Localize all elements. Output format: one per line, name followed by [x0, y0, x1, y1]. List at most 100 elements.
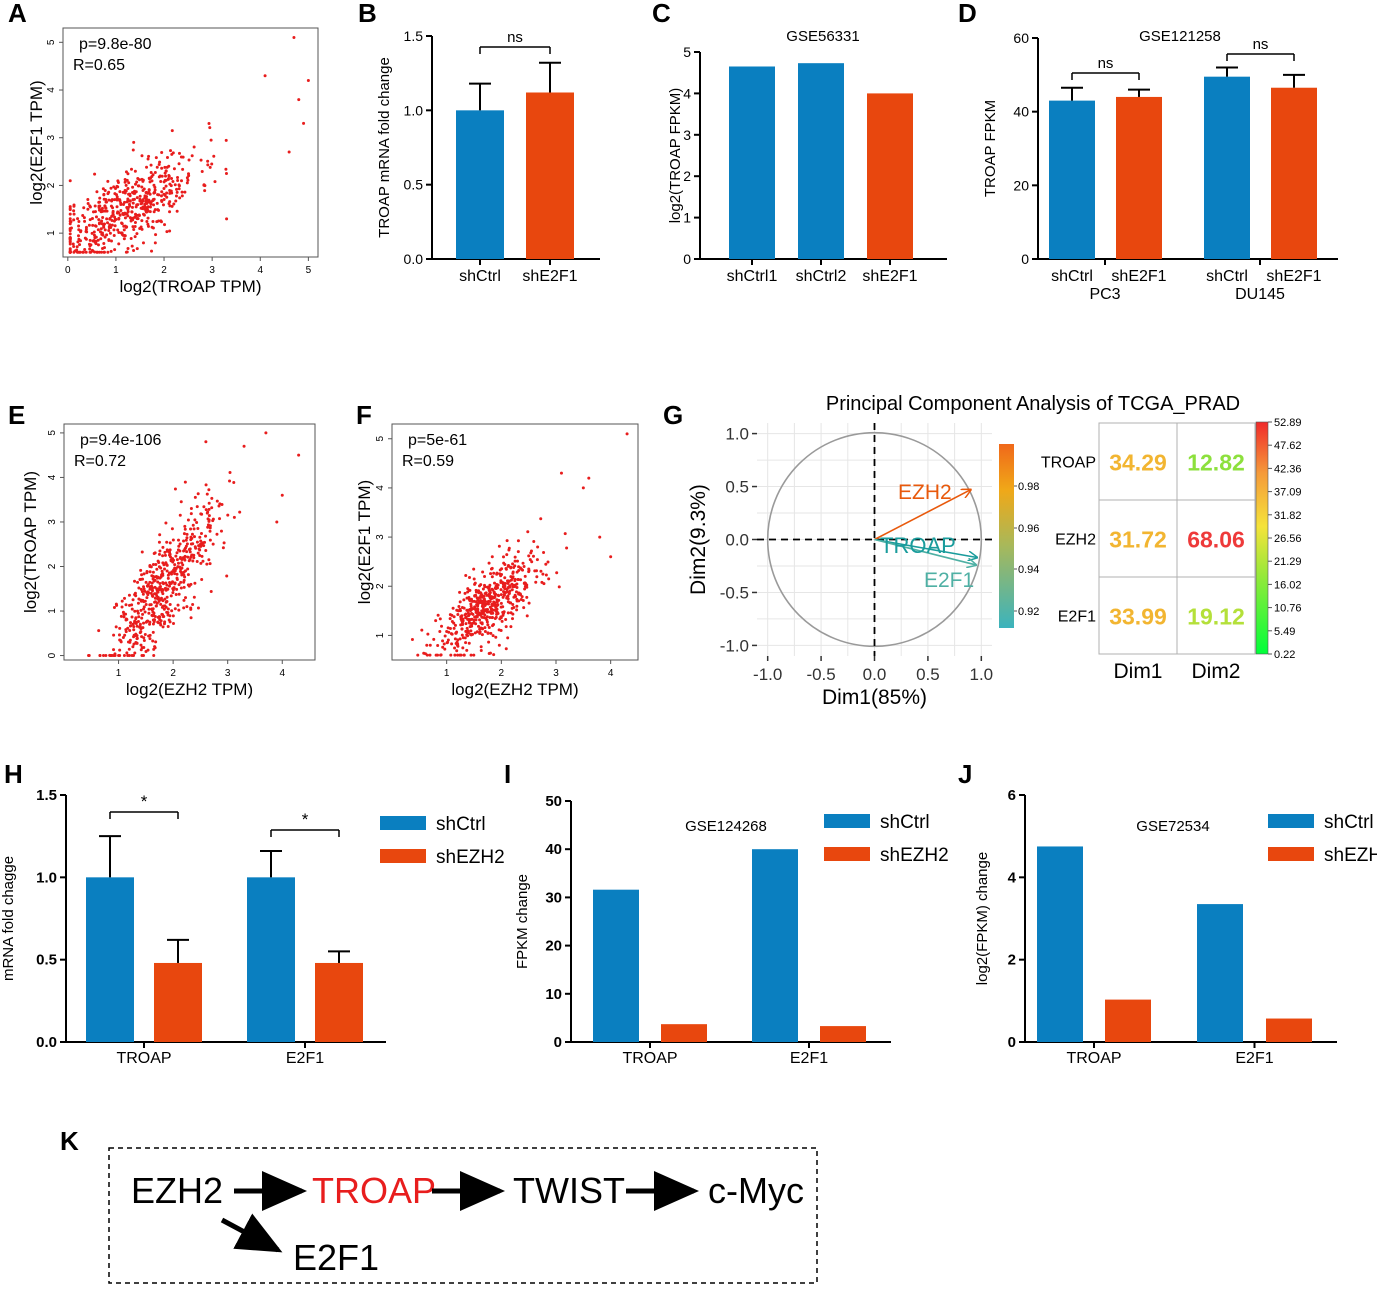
scatter-point: [93, 250, 97, 254]
scatter-point: [130, 205, 134, 209]
scatter-point: [122, 237, 126, 241]
scatter-point: [121, 610, 125, 614]
scatter-point: [458, 600, 462, 604]
scatter-point: [109, 249, 113, 253]
scatter-point: [506, 579, 510, 583]
y-tick-label: 0: [1008, 1034, 1016, 1051]
scatter-point: [165, 610, 169, 614]
scatter-point: [226, 513, 230, 517]
scatter-point: [90, 217, 94, 221]
scatter-point: [505, 539, 509, 543]
scatter-point: [147, 198, 151, 202]
scatter-point: [185, 550, 189, 554]
scatter-point: [473, 581, 477, 585]
bar-troap-shctrl: [1037, 846, 1083, 1042]
scatter-point: [163, 165, 167, 169]
scatter-point: [122, 615, 126, 619]
scatter-point: [462, 598, 466, 602]
scatter-point: [123, 177, 127, 181]
scatter-point: [517, 565, 521, 569]
scatter-point: [99, 250, 103, 254]
bar-troap-shezh2: [1105, 999, 1151, 1042]
scatter-point: [156, 590, 160, 594]
scatter-point: [420, 628, 424, 632]
scatter-point: [206, 525, 210, 529]
scatter-point: [145, 197, 149, 201]
y-tick-label: -1.0: [720, 636, 749, 655]
scatter-point: [535, 575, 539, 579]
scatter-point: [165, 165, 169, 169]
x-tick-label: 4: [257, 265, 263, 276]
scatter-point: [141, 198, 145, 202]
scatter-point: [126, 197, 130, 201]
scatter-point: [92, 233, 96, 237]
y-tick-label: 5: [47, 430, 58, 436]
scatter-point: [135, 641, 139, 645]
scatter-point: [121, 212, 125, 216]
y-tick-label: 1.0: [404, 102, 424, 118]
scatter-point: [121, 202, 125, 206]
scatter-point: [192, 595, 196, 599]
scatter-point: [525, 585, 529, 589]
scatter-point: [68, 229, 72, 233]
scatter-point: [140, 616, 144, 620]
panel-label-i: I: [504, 759, 511, 789]
scatter-point: [207, 488, 211, 492]
scatter-point: [480, 604, 484, 608]
scatter-point: [464, 573, 468, 577]
axes-layer: [59, 27, 1338, 1048]
scatter-point: [132, 654, 136, 658]
scatter-point: [476, 604, 480, 608]
scatter-point: [487, 640, 491, 644]
scatter-point: [158, 584, 162, 588]
scatter-point: [191, 603, 195, 607]
scatter-point: [69, 226, 73, 230]
scatter-point: [142, 607, 146, 611]
scatter-point: [513, 559, 517, 563]
scatter-point: [134, 594, 138, 598]
scatter-point: [472, 567, 476, 571]
scatter-point: [153, 600, 157, 604]
scatter-point: [76, 217, 80, 221]
scatter-point: [106, 192, 110, 196]
scatter-point: [182, 585, 186, 589]
scatter-point: [150, 608, 154, 612]
scatter-point: [152, 191, 156, 195]
scatter-point: [181, 167, 185, 171]
scatter-point: [118, 626, 122, 630]
scatter-point: [224, 138, 228, 142]
scatter-point: [297, 98, 301, 102]
scatter-point: [515, 570, 519, 574]
scatter-point: [132, 628, 136, 632]
scatter-point: [500, 580, 504, 584]
scatter-point: [91, 223, 95, 227]
x-tick-label: shE2F1: [1111, 268, 1166, 285]
scatter-point: [176, 561, 180, 565]
scatter-point: [488, 605, 492, 609]
scatter-point: [193, 545, 197, 549]
scatter-point: [410, 637, 414, 641]
scatter-point: [535, 558, 539, 562]
scatter-point: [455, 643, 459, 647]
scatter-point: [68, 179, 72, 183]
scatter-point: [521, 568, 525, 572]
pca-colorbar: [999, 444, 1014, 628]
scatter-point: [516, 539, 520, 543]
scatter-point: [189, 616, 193, 620]
scatter-point: [504, 617, 508, 621]
scatter-point: [141, 241, 145, 245]
scatter-point: [93, 204, 97, 208]
scatter-point: [108, 223, 112, 227]
scatter-point: [145, 191, 149, 195]
scatter-point: [87, 654, 91, 658]
scatter-point: [147, 611, 151, 615]
y-tick-label: 0: [554, 1034, 562, 1051]
scatter-point: [120, 222, 124, 226]
scatter-point: [501, 605, 505, 609]
scatter-point: [77, 224, 81, 228]
scatter-point: [199, 561, 203, 565]
bar-shctrl: [456, 110, 504, 259]
scatter-point: [159, 566, 163, 570]
scatter-point: [441, 645, 445, 649]
x-tick-label: E2F1: [790, 1050, 828, 1067]
